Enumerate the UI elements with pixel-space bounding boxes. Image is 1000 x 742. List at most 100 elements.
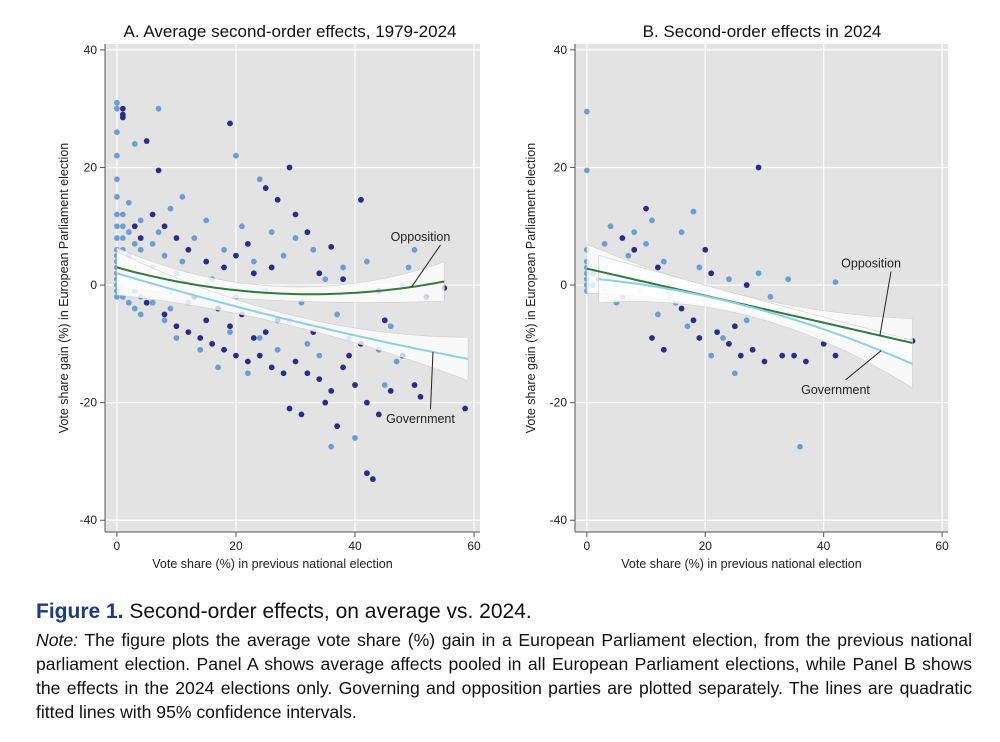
panel-a-point-opposition [221, 246, 227, 253]
panel-a-point-government [143, 138, 150, 144]
panel-a-point-government [268, 364, 275, 371]
panel-a-y-tick-label: 0 [90, 278, 97, 292]
panel-a-point-opposition [239, 223, 245, 230]
panel-a-point-government [197, 335, 204, 341]
panel-a-point-government [244, 241, 251, 247]
panel-b-point-government [643, 205, 649, 212]
panel-a-point-government [262, 185, 269, 191]
panel-a-point-opposition [310, 246, 317, 253]
panel-a-point-opposition [381, 382, 388, 388]
panel-a-point-opposition [114, 99, 120, 106]
panel-a-point-government [256, 352, 263, 359]
panel-a-point-opposition [125, 299, 132, 306]
panel-a-y-tick-label: 20 [84, 160, 98, 174]
panel-a-point-opposition [352, 435, 358, 441]
panel-a-point-government [328, 243, 335, 250]
panel-b-point-government [702, 246, 709, 253]
panel-a-point-opposition [131, 141, 138, 147]
panel-a-x-tick-label: 20 [229, 539, 243, 553]
figure: -40 -20 0 20 40 0 20 40 60 A. Average second-orde… [57, 22, 949, 571]
caption-note: Note: The figure plots the average vote … [36, 628, 972, 724]
panel-a-point-opposition [137, 311, 144, 318]
panel-a-fit-line-opposition [116, 266, 445, 296]
panel-a-point-opposition [274, 346, 281, 353]
panel-b-point-opposition [832, 279, 839, 286]
panel-a-point-government [381, 317, 388, 324]
panel-a-point-opposition [125, 229, 132, 236]
panel-a-point-government [292, 358, 299, 365]
panel-a-point-opposition [191, 235, 198, 241]
panel-a-point-opposition [250, 258, 257, 265]
panel-a-point-government [221, 346, 227, 353]
panel-a-point-government [227, 120, 233, 127]
panel-a-point-government [417, 393, 424, 400]
panel-a-point-opposition [328, 443, 335, 450]
panel-b-point-government [714, 329, 720, 335]
panel-a-x-axis-label: Vote share (%) in previous national elec… [152, 557, 392, 571]
panel-a-point-government [322, 399, 329, 406]
panel-a-y-tick-label: 40 [84, 43, 98, 57]
panel-a-point-government [298, 411, 305, 418]
panel-a-point-opposition [114, 223, 120, 230]
panel-b-point-opposition [743, 317, 750, 324]
panel-a-point-government [209, 340, 216, 347]
panel-a-point-government [274, 196, 281, 203]
panel-a-point-opposition [131, 241, 138, 247]
panel-b-point-opposition [708, 352, 715, 359]
panel-a-point-opposition [203, 217, 210, 224]
panel-a-point-government [304, 229, 311, 236]
panel-a-point-government [173, 323, 180, 330]
panel-a-annotation-government: Government [386, 412, 455, 426]
caption-title-line: Figure 1. Second-order effects, on avera… [36, 598, 972, 626]
panel-b-point-opposition [720, 335, 726, 341]
panel-a-x-tick-label: 0 [114, 539, 121, 553]
caption-note-label: Note: [36, 630, 79, 650]
panel-a-point-opposition [304, 340, 311, 347]
panel-a-point-government [203, 317, 210, 324]
panel-a-point-government [411, 382, 418, 388]
panel-a-point-government [262, 329, 269, 335]
panel-a-point-opposition [173, 335, 180, 341]
panel-a-point-opposition [411, 246, 418, 253]
panel-a-point-government [203, 258, 210, 265]
panel-a-annotation-opposition: Opposition [391, 230, 451, 244]
panel-a-x-tick-label: 40 [348, 539, 362, 553]
panel-a-annotation-pointer-government [429, 352, 434, 410]
panel-b-point-government [820, 340, 827, 347]
panel-a-point-government [233, 352, 239, 359]
panel-a-title: A. Average second-order effects, 1979-20… [124, 22, 457, 41]
panel-a-point-opposition [215, 364, 221, 371]
panel-a-point-opposition [268, 229, 275, 236]
panel-a-point-government [227, 323, 233, 330]
panel-a-point-opposition [149, 299, 156, 306]
panel-a-point-government [185, 329, 192, 335]
panel-b-point-government [619, 235, 626, 241]
panel-a-point-opposition [292, 235, 299, 241]
panel-a-point-government [387, 387, 394, 394]
panel-b-point-government [631, 246, 638, 253]
panel-a-y-tick-label: -20 [80, 396, 98, 410]
panel-a-point-opposition [114, 235, 120, 241]
caption-label: Figure 1. [36, 600, 124, 623]
panel-b-y-tick-label: -20 [550, 396, 568, 410]
panel-b-point-government [803, 358, 809, 365]
panel-a-point-opposition [256, 176, 263, 183]
panel-a-point-opposition [119, 223, 126, 230]
panel-b-point-government [649, 335, 655, 341]
panel-a-point-opposition [161, 317, 168, 324]
panel-a-point-government [250, 335, 257, 341]
panel-a-fit-line-government [116, 272, 469, 360]
panel-a-point-government [364, 399, 370, 406]
panel-a-point-government [369, 476, 376, 482]
panel-b-point-government [726, 340, 732, 347]
panel-a-point-government [340, 364, 346, 371]
panel-b-point-opposition [660, 258, 667, 265]
panel-b-point-government [761, 358, 768, 365]
panel-b-x-tick-label: 20 [699, 539, 713, 553]
panel-a-ci-band-government [116, 251, 469, 382]
caption-title: Second-order effects, on average vs. 202… [129, 600, 532, 623]
panel-b-point-opposition [767, 293, 774, 300]
panel-b-y-tick-label: 20 [554, 160, 568, 174]
panel-a-point-opposition [244, 370, 251, 377]
panel-b-point-opposition [731, 370, 738, 377]
